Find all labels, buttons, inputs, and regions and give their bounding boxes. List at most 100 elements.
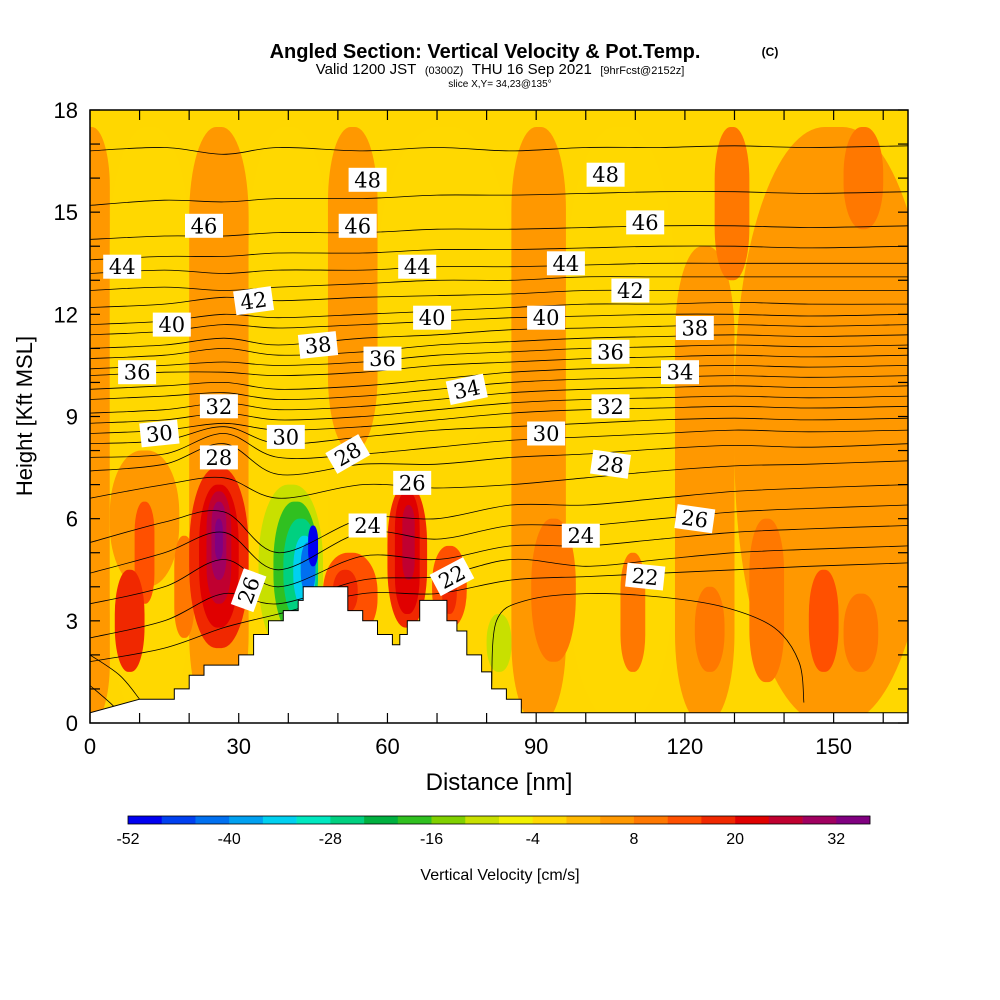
colorbar-swatch-8 [397, 816, 432, 824]
colorbar-swatch-2 [195, 816, 230, 824]
contour-label-3: 46 [338, 213, 377, 238]
contour-label-bg [325, 434, 371, 474]
velocity-cell-18 [214, 518, 223, 560]
contour-label-32: 24 [561, 523, 600, 548]
contour-label-9: 42 [611, 278, 650, 303]
contour-label-bg [561, 523, 600, 548]
isentrope-45 [90, 245, 908, 261]
plot-area: 48 48 46 46 46 44 44 44 42 42 40 40 40 38 38 36 36 36 34 34… [90, 110, 908, 723]
contour-label-text: 26 [680, 505, 710, 532]
contour-label-25: 28 [199, 445, 238, 470]
colorbar-swatch-11 [499, 816, 534, 824]
x-tick-label: 120 [667, 734, 704, 759]
contour-label-text: 36 [124, 361, 151, 385]
colorbar-swatch-18 [735, 816, 770, 824]
contour-label-bg [230, 568, 267, 613]
x-axis: 0 30 60 90 120 150 [84, 110, 884, 759]
isentrope-40 [90, 313, 908, 336]
colorbar-swatch-7 [364, 816, 399, 824]
velocity-cell-37 [808, 569, 839, 672]
contour-label-6: 44 [398, 254, 437, 279]
contour-label-bg [590, 449, 631, 479]
isentrope-31 [90, 405, 908, 434]
isentrope-27 [90, 460, 908, 499]
contour-label-31: 24 [348, 513, 387, 538]
x-tick-label: 0 [84, 734, 96, 759]
y-tick-label: 0 [66, 711, 78, 736]
subtitle-utc: (0300Z) [425, 65, 464, 77]
contour-label-bg [626, 210, 665, 235]
contour-label-10: 40 [152, 312, 191, 337]
velocity-cell-5 [377, 127, 512, 451]
contour-label-bg [338, 213, 377, 238]
contour-label-text: 32 [597, 395, 624, 419]
contour-label-text: 26 [399, 471, 426, 495]
contour-label-text: 38 [304, 332, 333, 359]
y-tick-label: 15 [54, 200, 78, 225]
colorbar-label: Vertical Velocity [cm/s] [420, 867, 579, 884]
isentrope-43 [90, 276, 908, 291]
slice-info: slice X,Y= 34,23@135° [448, 79, 551, 90]
contour-label-bg [393, 470, 432, 495]
subtitle-forecast: [9hrFcst@2152z] [600, 65, 684, 77]
velocity-cell-39 [714, 127, 750, 281]
contour-label-5: 44 [103, 254, 142, 279]
contour-label-14: 38 [675, 316, 714, 341]
colorbar-tick-label: -28 [319, 831, 342, 848]
velocity-cell-24 [308, 525, 319, 567]
contour-label-1: 48 [586, 162, 625, 187]
contour-label-text: 40 [533, 306, 560, 330]
contour-label-17: 36 [591, 339, 630, 364]
contour-label-bg [348, 167, 387, 192]
colorbar-tick-label: 8 [629, 831, 638, 848]
contour-label-2: 46 [185, 213, 223, 238]
x-tick-label: 30 [226, 734, 250, 759]
contour-label-bg [297, 331, 339, 359]
colorbar-swatch-15 [633, 816, 668, 824]
velocity-cell-40 [843, 127, 884, 230]
x-tick-label: 60 [375, 734, 399, 759]
isentrope-44 [90, 262, 908, 274]
contour-label-bg [527, 305, 566, 330]
colorbar-tick-label: -4 [526, 831, 540, 848]
contour-label-text: 32 [206, 395, 233, 419]
isentrope-30 [90, 417, 908, 445]
contour-label-18: 34 [445, 373, 488, 405]
contour-label-bg [233, 286, 275, 316]
colorbar-tick-label: 20 [726, 831, 744, 848]
colorbar-tick-label: -16 [420, 831, 443, 848]
contour-label-bg [527, 421, 566, 446]
colorbar-swatch-21 [836, 816, 871, 824]
contour-label-11: 40 [413, 305, 452, 330]
colorbar-swatch-6 [330, 816, 365, 824]
colorbar-swatch-4 [262, 816, 297, 824]
contour-label-text: 46 [344, 214, 371, 238]
contour-label-text: 46 [632, 211, 659, 235]
contour-label-text: 44 [109, 255, 136, 279]
isentrope-23 [90, 545, 908, 639]
velocity-cell-36 [749, 518, 785, 683]
contour-label-34: 22 [625, 562, 666, 591]
contour-label-bg [429, 557, 475, 597]
contour-label-text: 28 [206, 446, 233, 470]
contour-label-bg [363, 346, 402, 371]
contour-label-bg [661, 360, 699, 385]
contour-label-13: 38 [297, 331, 339, 359]
isentrope-26 [90, 484, 908, 554]
contour-label-bg [266, 424, 305, 449]
colorbar-swatch-10 [465, 816, 500, 824]
contour-label-text: 44 [553, 252, 580, 276]
isentrope-46 [90, 225, 908, 240]
closed-contour-1 [90, 654, 140, 700]
velocity-cell-29 [402, 505, 415, 580]
colorbar-swatch-5 [296, 816, 331, 824]
contour-label-27: 28 [590, 449, 631, 479]
velocity-cell-38 [843, 593, 879, 672]
contour-label-text: 24 [354, 514, 381, 538]
contour-label-text: 40 [158, 313, 185, 337]
contour-label-text: 44 [404, 255, 431, 279]
isentrope-36 [90, 354, 908, 377]
contour-label-bg [118, 360, 157, 385]
